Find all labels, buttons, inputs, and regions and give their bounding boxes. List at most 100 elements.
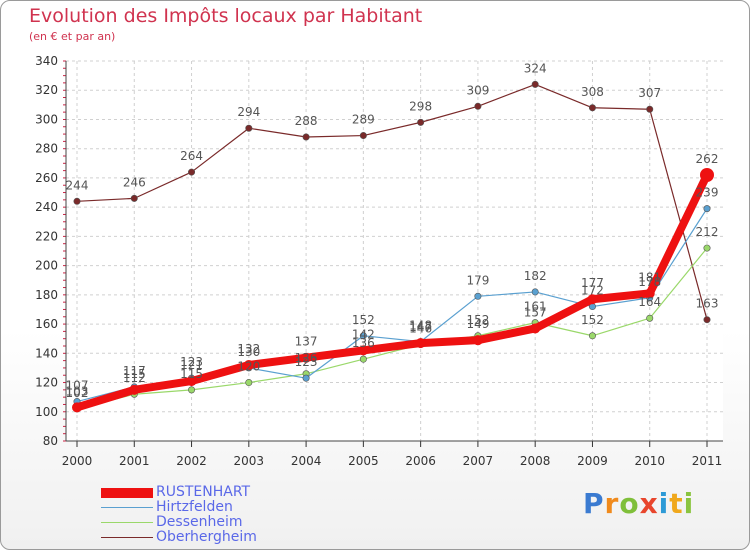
data-label: 136 [352, 336, 375, 350]
data-point [531, 80, 539, 88]
data-label: 244 [66, 178, 89, 192]
legend-label: Dessenheim [156, 514, 243, 530]
y-tick-label: 260 [35, 171, 58, 185]
data-label: 178 [638, 275, 661, 289]
data-point [302, 374, 310, 382]
data-label: 289 [352, 113, 375, 127]
data-point [359, 332, 367, 340]
data-point [359, 355, 367, 363]
data-point [700, 168, 714, 182]
data-point [588, 104, 596, 112]
data-point [358, 345, 369, 356]
x-tick-label: 2000 [62, 454, 93, 468]
brand-letter: i [658, 487, 670, 520]
x-tick-label: 2002 [176, 454, 207, 468]
legend-swatch [101, 506, 153, 509]
data-label: 130 [237, 345, 260, 359]
data-label: 152 [352, 313, 375, 327]
brand-letter: P [583, 487, 605, 520]
legend-swatch [101, 521, 153, 524]
chart-subtitle: (en € et par an) [29, 30, 116, 43]
brand-letter: t [669, 487, 684, 520]
data-point [415, 338, 426, 349]
x-tick-label: 2001 [119, 454, 150, 468]
y-tick-label: 80 [43, 434, 58, 448]
x-tick-label: 2003 [234, 454, 265, 468]
data-label: 121 [180, 358, 203, 372]
data-point [588, 332, 596, 340]
x-tick-label: 2004 [291, 454, 322, 468]
data-label: 117 [123, 364, 146, 378]
x-tick-label: 2010 [634, 454, 665, 468]
data-label: 132 [237, 342, 260, 356]
data-point [301, 352, 312, 363]
data-point [644, 288, 655, 299]
data-label: 107 [66, 379, 89, 393]
brand-letter: i [683, 487, 695, 520]
legend-swatch [101, 487, 153, 498]
data-label: 152 [466, 313, 489, 327]
data-label: 212 [696, 225, 719, 239]
data-point [587, 294, 598, 305]
legend-label: RUSTENHART [156, 484, 251, 500]
data-label: 239 [696, 186, 719, 200]
data-label: 298 [409, 99, 432, 113]
data-point [302, 133, 310, 141]
data-label: 149 [466, 317, 489, 331]
brand-logo: Proxiti [583, 487, 694, 520]
data-point [531, 288, 539, 296]
y-tick-label: 340 [35, 54, 58, 68]
data-point [703, 244, 711, 252]
series-line [73, 171, 711, 412]
data-label: 115 [180, 367, 203, 381]
data-label: 112 [123, 371, 146, 385]
data-label: 102 [66, 386, 89, 400]
y-tick-label: 200 [35, 259, 58, 273]
data-label: 181 [638, 270, 661, 284]
data-label: 137 [295, 335, 318, 349]
series-line [76, 247, 708, 410]
data-point [530, 323, 541, 334]
data-label: 179 [466, 273, 489, 287]
data-label: 264 [180, 149, 203, 163]
x-tick-label: 2006 [405, 454, 436, 468]
data-point [417, 118, 425, 126]
chart-title: Evolution des Impôts locaux par Habitant [29, 5, 423, 27]
brand-letter: x [639, 487, 659, 520]
data-label: 152 [581, 313, 604, 327]
data-label: 172 [581, 284, 604, 298]
brand-letter: r [604, 487, 620, 520]
data-label: 164 [638, 295, 661, 309]
plot-area [66, 61, 723, 441]
data-label: 146 [409, 322, 432, 336]
data-point [129, 384, 140, 395]
series-line [76, 83, 708, 321]
legend-label: Oberhergheim [156, 529, 257, 545]
y-tick-label: 140 [35, 346, 58, 360]
data-label: 126 [295, 351, 318, 365]
data-label: 123 [180, 355, 203, 369]
data-label: 307 [638, 86, 661, 100]
legend-label: Hirtzfelden [156, 499, 233, 515]
data-point [646, 314, 654, 322]
data-label: 163 [696, 297, 719, 311]
data-label: 246 [123, 175, 146, 189]
data-label: 161 [524, 300, 547, 314]
data-label: 123 [295, 355, 318, 369]
data-point [245, 379, 253, 387]
data-point [130, 194, 138, 202]
series-oberhergheim [73, 80, 711, 324]
data-point [474, 292, 482, 300]
y-tick-label: 160 [35, 317, 58, 331]
y-tick-label: 300 [35, 112, 58, 126]
data-point [73, 197, 81, 205]
data-label: 177 [581, 276, 604, 290]
data-label: 262 [696, 152, 719, 166]
y-tick-label: 320 [35, 83, 58, 97]
data-point [188, 168, 196, 176]
brand-letter: o [619, 487, 640, 520]
data-point [703, 205, 711, 213]
data-label: 324 [524, 61, 547, 75]
